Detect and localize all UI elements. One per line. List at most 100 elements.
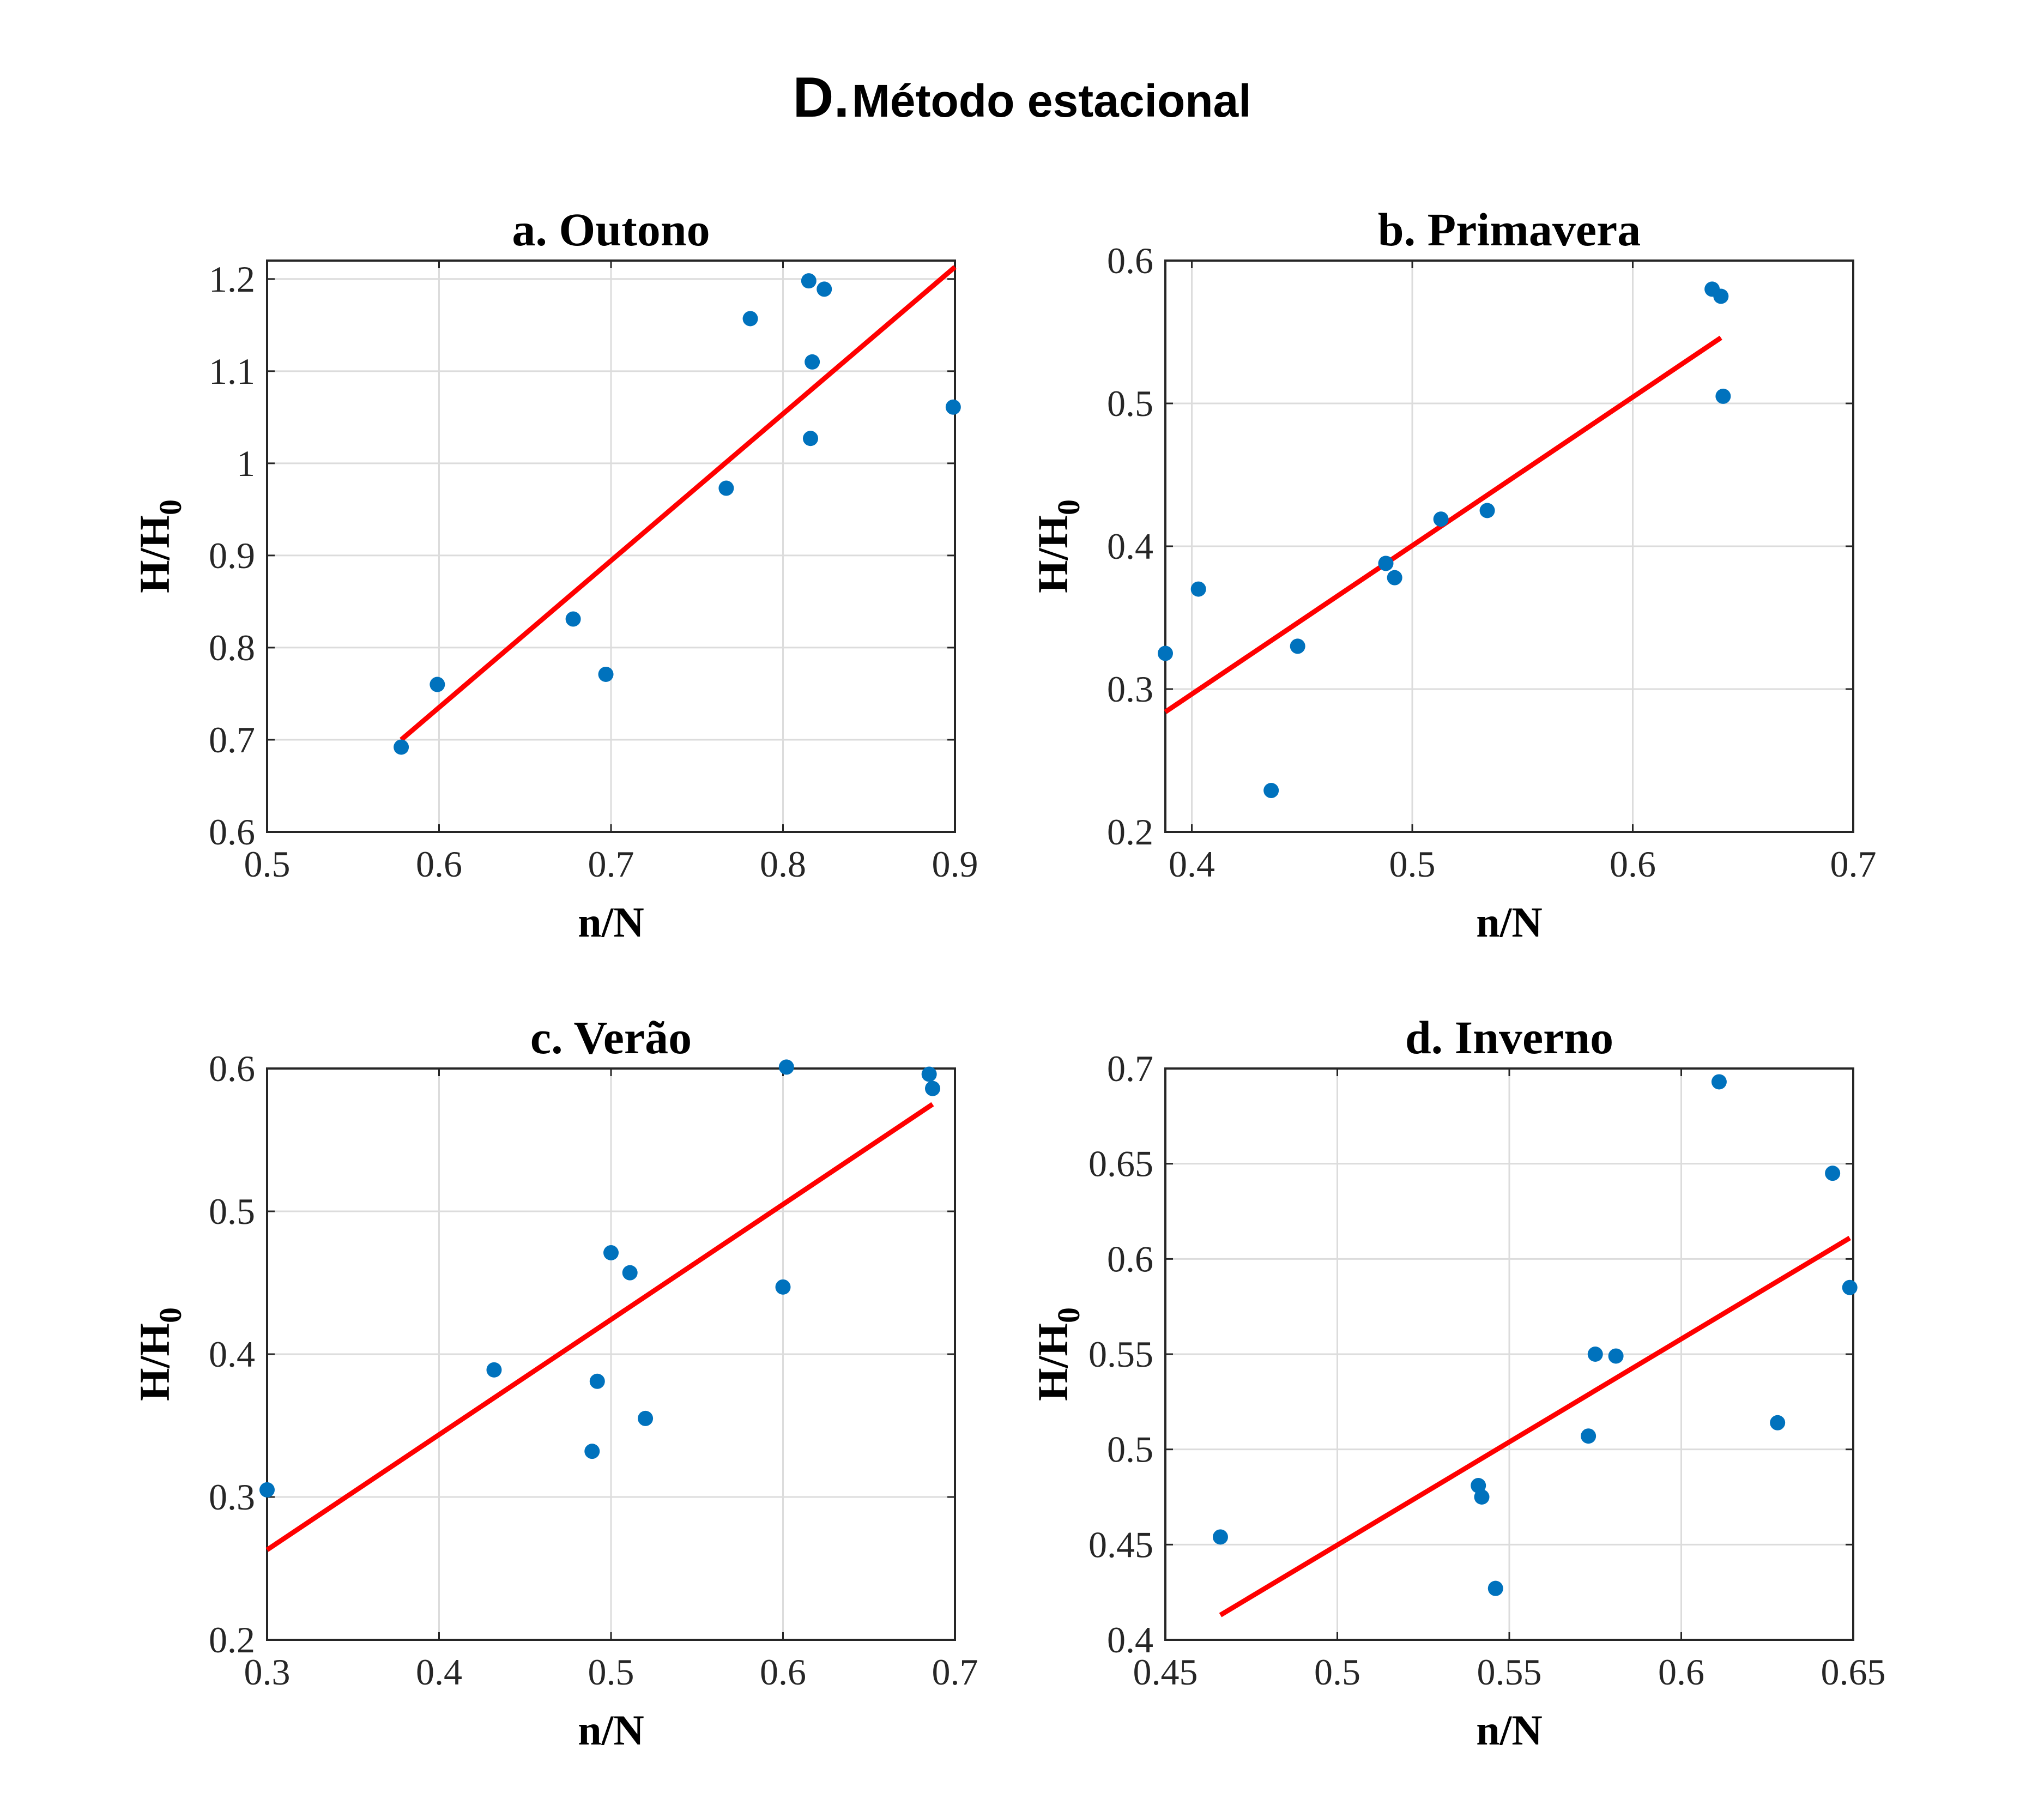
data-point (1825, 1166, 1841, 1181)
y-axis-label-main: H/H (131, 515, 178, 593)
data-point (801, 273, 817, 289)
y-tick-label: 0.2 (1107, 811, 1153, 853)
data-point (1770, 1415, 1786, 1430)
data-point (1479, 503, 1495, 518)
data-point (1711, 1074, 1727, 1090)
y-axis-label-subscript: 0 (153, 499, 188, 515)
panel-title: d. Inverno (1405, 1011, 1613, 1064)
axes-box (1164, 1067, 1854, 1641)
data-point (1433, 511, 1449, 527)
data-point (259, 1482, 275, 1498)
x-tick-label: 0.5 (1314, 1651, 1360, 1693)
panel-title: b. Primavera (1378, 203, 1641, 256)
data-point (603, 1245, 619, 1260)
y-axis-label-subscript: 0 (1051, 1307, 1086, 1323)
x-tick-label: 0.6 (1658, 1651, 1704, 1693)
data-point (1713, 288, 1729, 304)
x-tick-label: 0.6 (1610, 843, 1656, 885)
y-tick-label: 0.4 (209, 1333, 255, 1375)
y-tick-label: 1.1 (209, 351, 255, 392)
y-tick-label: 0.6 (1107, 1238, 1153, 1279)
y-tick-label: 0.5 (1107, 1429, 1153, 1470)
x-axis-label: n/N (578, 1706, 644, 1754)
figure-title: D. Método estacional (0, 65, 2044, 130)
data-point (1290, 638, 1305, 654)
y-tick-label: 0.4 (1107, 1619, 1153, 1661)
y-tick-label: 0.8 (209, 627, 255, 668)
x-tick-label: 0.55 (1477, 1651, 1542, 1693)
data-point (1581, 1428, 1597, 1444)
data-point (638, 1410, 654, 1426)
x-tick-label: 0.3 (244, 1651, 291, 1693)
x-tick-label: 0.8 (760, 843, 806, 885)
x-tick-label: 0.9 (932, 843, 978, 885)
chart-panel-4: 0.45 0.5 0.55 0.6 0.650.40.450.50.550.60.650… (1029, 1011, 1886, 1754)
data-point (924, 1080, 940, 1096)
chart-panel-2: 0.4 0.5 0.6 0.7 0.2 0.3 0.4 0.5 0.6 b. Primavera n… (1029, 203, 1877, 946)
data-point (622, 1265, 638, 1281)
y-tick-label: 0.2 (209, 1619, 255, 1661)
data-point (742, 311, 758, 327)
y-tick-label: 0.4 (1107, 526, 1153, 567)
data-point (921, 1066, 937, 1082)
y-tick-label: 0.55 (1088, 1333, 1153, 1375)
x-tick-label: 0.4 (1169, 843, 1215, 885)
chart-panel-1: 0.5 0.6 0.7 0.8 0.90.60.70.80.911.11.2a. Out… (131, 203, 978, 946)
y-tick-label: 0.65 (1088, 1143, 1153, 1185)
fit-line (400, 265, 957, 742)
x-tick-label: 0.7 (1830, 843, 1877, 885)
data-point (598, 666, 614, 682)
data-point (584, 1444, 600, 1459)
y-axis-label-subscript: 0 (153, 1307, 188, 1323)
data-point (817, 281, 832, 297)
y-tick-label: 0.6 (1107, 240, 1153, 281)
y-tick-label: 1 (237, 443, 255, 484)
data-point (775, 1279, 791, 1295)
y-axis-label: H/H0 (1029, 499, 1086, 593)
y-tick-label: 0.6 (209, 811, 255, 853)
x-tick-label: 0.5 (244, 843, 291, 885)
y-tick-label: 0.5 (1107, 383, 1153, 424)
data-point (945, 399, 961, 415)
figure-title-text: Método estacional (851, 75, 1251, 126)
y-axis-label: H/H0 (131, 1307, 188, 1401)
y-axis-label-main: H/H (1029, 1323, 1077, 1401)
y-axis-label-main: H/H (1029, 515, 1077, 593)
y-axis-label-main: H/H (131, 1323, 178, 1401)
x-axis-label: n/N (1476, 898, 1542, 946)
y-tick-label: 0.3 (209, 1476, 255, 1518)
x-tick-label: 0.7 (932, 1651, 978, 1693)
x-tick-label: 0.5 (1389, 843, 1436, 885)
data-point (589, 1373, 605, 1389)
x-axis-label: n/N (1476, 1706, 1542, 1754)
panel-title: c. Verão (530, 1011, 692, 1064)
y-tick-label: 0.5 (209, 1191, 255, 1232)
x-tick-label: 0.6 (760, 1651, 806, 1693)
x-tick-label: 0.5 (588, 1651, 634, 1693)
x-tick-label: 0.4 (416, 1651, 462, 1693)
data-point (1378, 556, 1394, 571)
y-tick-label: 1.2 (209, 258, 255, 300)
axes-box (266, 259, 956, 833)
fit-line (1219, 1236, 1852, 1617)
axes-box (1164, 259, 1854, 833)
data-point (1487, 1580, 1503, 1596)
x-tick-label: 0.7 (588, 843, 634, 885)
y-tick-label: 0.7 (209, 719, 255, 760)
y-tick-label: 0.45 (1088, 1524, 1153, 1565)
data-point (718, 480, 734, 496)
chart-panel-3: 0.3 0.4 0.5 0.6 0.70.20.30.40.50.6c. Verãon/… (131, 1011, 978, 1754)
data-point (1608, 1348, 1624, 1364)
figure-title-letter: D. (793, 66, 850, 129)
data-point (802, 431, 818, 446)
axes-box (266, 1067, 956, 1641)
data-point (1190, 581, 1206, 597)
data-point (1158, 645, 1173, 661)
y-tick-label: 0.6 (209, 1048, 255, 1089)
y-axis-label: H/H0 (1029, 1307, 1086, 1401)
data-point (778, 1059, 794, 1075)
data-point (430, 677, 445, 692)
x-tick-label: 0.65 (1821, 1651, 1886, 1693)
data-point (1474, 1489, 1490, 1505)
